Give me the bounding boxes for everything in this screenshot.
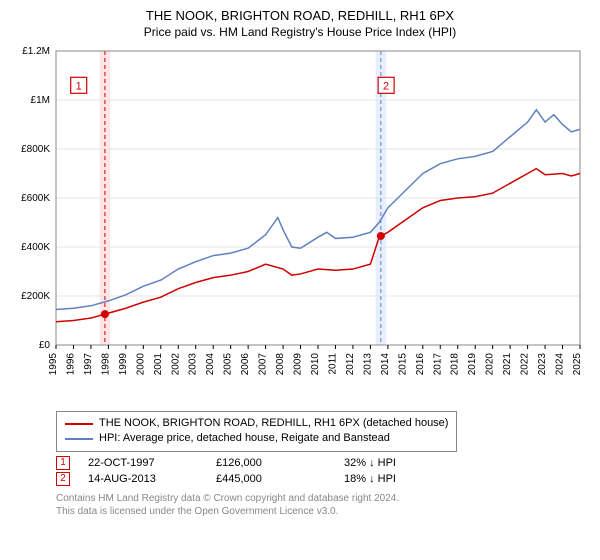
footer-attribution: Contains HM Land Registry data © Crown c… bbox=[56, 492, 588, 518]
svg-text:2021: 2021 bbox=[502, 352, 513, 375]
svg-text:2010: 2010 bbox=[310, 352, 321, 375]
svg-text:£1M: £1M bbox=[31, 95, 50, 106]
svg-text:2014: 2014 bbox=[380, 352, 391, 375]
footer-line1: Contains HM Land Registry data © Crown c… bbox=[56, 492, 588, 505]
svg-text:2003: 2003 bbox=[188, 352, 199, 375]
chart-title: THE NOOK, BRIGHTON ROAD, REDHILL, RH1 6P… bbox=[12, 8, 588, 25]
svg-text:1995: 1995 bbox=[48, 352, 59, 375]
svg-text:1: 1 bbox=[76, 80, 82, 92]
svg-text:2007: 2007 bbox=[258, 352, 269, 375]
legend-swatch bbox=[65, 438, 93, 440]
svg-text:£0: £0 bbox=[39, 340, 51, 351]
chart-subtitle: Price paid vs. HM Land Registry's House … bbox=[12, 25, 588, 39]
svg-text:2022: 2022 bbox=[520, 352, 531, 375]
legend-row: HPI: Average price, detached house, Reig… bbox=[65, 431, 448, 446]
event-price: £126,000 bbox=[216, 457, 326, 469]
svg-text:2001: 2001 bbox=[153, 352, 164, 375]
svg-text:£800K: £800K bbox=[21, 144, 50, 155]
svg-text:1996: 1996 bbox=[65, 352, 76, 375]
legend-box: THE NOOK, BRIGHTON ROAD, REDHILL, RH1 6P… bbox=[56, 411, 457, 452]
legend-label: THE NOOK, BRIGHTON ROAD, REDHILL, RH1 6P… bbox=[99, 416, 448, 431]
svg-text:2008: 2008 bbox=[275, 352, 286, 375]
svg-text:2012: 2012 bbox=[345, 352, 356, 375]
svg-text:2006: 2006 bbox=[240, 352, 251, 375]
events-table: 1 22-OCT-1997 £126,000 32% ↓ HPI 2 14-AUG-201… bbox=[56, 456, 588, 486]
svg-text:2025: 2025 bbox=[572, 352, 583, 375]
legend-label: HPI: Average price, detached house, Reig… bbox=[99, 431, 390, 446]
svg-text:2018: 2018 bbox=[450, 352, 461, 375]
svg-text:£400K: £400K bbox=[21, 242, 50, 253]
svg-text:£1.2M: £1.2M bbox=[22, 46, 50, 57]
svg-text:2019: 2019 bbox=[467, 352, 478, 375]
svg-text:2009: 2009 bbox=[293, 352, 304, 375]
event-marker: 1 bbox=[56, 456, 70, 470]
svg-text:2016: 2016 bbox=[415, 352, 426, 375]
svg-text:2: 2 bbox=[383, 80, 389, 92]
svg-text:2023: 2023 bbox=[537, 352, 548, 375]
event-delta: 18% ↓ HPI bbox=[344, 473, 454, 485]
svg-text:2002: 2002 bbox=[170, 352, 181, 375]
event-price: £445,000 bbox=[216, 473, 326, 485]
event-date: 14-AUG-2013 bbox=[88, 473, 198, 485]
svg-text:2024: 2024 bbox=[555, 352, 566, 375]
svg-text:2015: 2015 bbox=[397, 352, 408, 375]
line-chart-svg: £0 £200K £400K £600K £800K £1M £1.2M 1995 1996 19… bbox=[12, 45, 588, 405]
svg-text:£600K: £600K bbox=[21, 193, 50, 204]
svg-text:2011: 2011 bbox=[327, 352, 338, 374]
chart-area: £0 £200K £400K £600K £800K £1M £1.2M 1995 1996 19… bbox=[12, 45, 588, 405]
svg-text:1998: 1998 bbox=[100, 352, 111, 375]
legend-row: THE NOOK, BRIGHTON ROAD, REDHILL, RH1 6P… bbox=[65, 416, 448, 431]
chart-container: THE NOOK, BRIGHTON ROAD, REDHILL, RH1 6P… bbox=[0, 0, 600, 560]
event-date: 22-OCT-1997 bbox=[88, 457, 198, 469]
event-delta: 32% ↓ HPI bbox=[344, 457, 454, 469]
legend-swatch bbox=[65, 423, 93, 425]
svg-text:2004: 2004 bbox=[205, 352, 216, 375]
svg-text:2000: 2000 bbox=[135, 352, 146, 375]
svg-text:£200K: £200K bbox=[21, 291, 50, 302]
event-marker: 2 bbox=[56, 472, 70, 486]
svg-text:2013: 2013 bbox=[362, 352, 373, 375]
svg-text:2017: 2017 bbox=[432, 352, 443, 375]
svg-text:2005: 2005 bbox=[223, 352, 234, 375]
footer-line2: This data is licensed under the Open Gov… bbox=[56, 505, 588, 518]
event-row: 2 14-AUG-2013 £445,000 18% ↓ HPI bbox=[56, 472, 588, 486]
svg-text:1999: 1999 bbox=[118, 352, 129, 375]
svg-text:2020: 2020 bbox=[485, 352, 496, 375]
event-row: 1 22-OCT-1997 £126,000 32% ↓ HPI bbox=[56, 456, 588, 470]
svg-text:1997: 1997 bbox=[83, 352, 94, 375]
